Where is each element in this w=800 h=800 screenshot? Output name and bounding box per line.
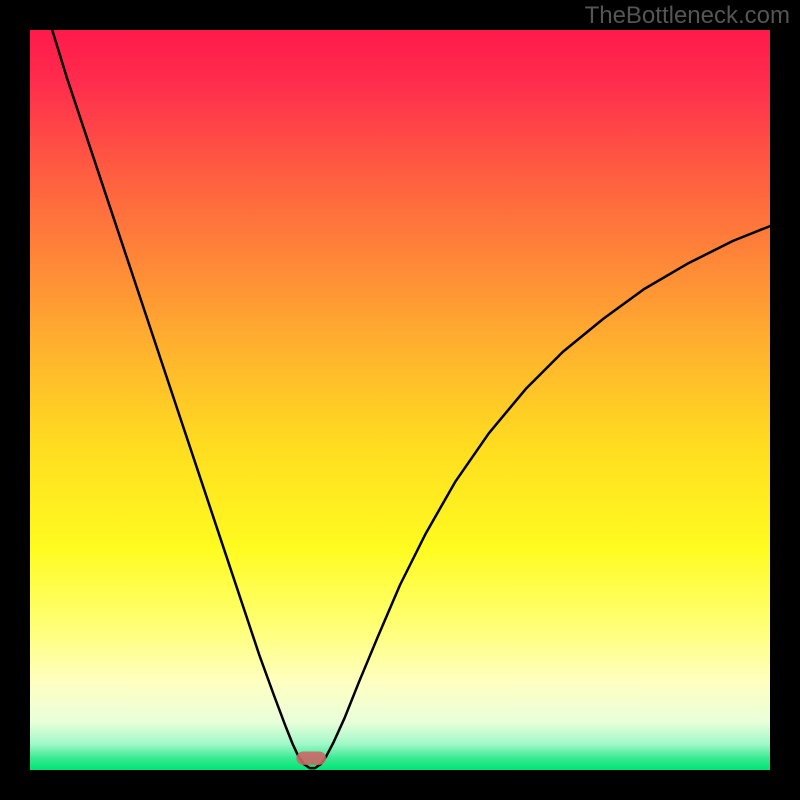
watermark-text: TheBottleneck.com <box>585 2 790 30</box>
chart-container: TheBottleneck.com <box>0 0 800 800</box>
bottleneck-curve-chart <box>0 0 800 800</box>
